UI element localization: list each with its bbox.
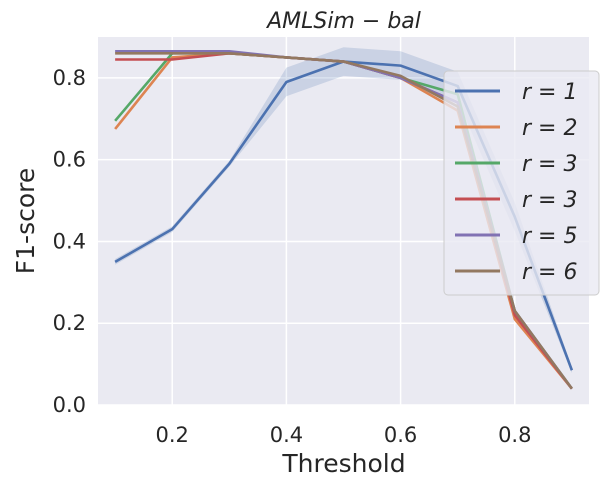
x-tick-label: 0.2 [156, 423, 189, 447]
x-tick-label: 0.6 [384, 423, 417, 447]
y-axis-label: F1-score [11, 168, 40, 274]
x-tick-label: 0.8 [498, 423, 531, 447]
x-axis-label: Threshold [281, 449, 405, 478]
legend-label-2: r = 2 [522, 116, 577, 141]
legend-label-1: r = 1 [522, 80, 577, 105]
x-tick-label: 0.4 [270, 423, 303, 447]
x-tick-labels: 0.2 0.4 0.6 0.8 [156, 423, 532, 447]
y-tick-label: 0.4 [53, 229, 86, 253]
legend: r = 1 r = 2 r = 3 r = 3 r = 5 r = 6 [443, 70, 600, 296]
chart-title: AMLSim − bal [265, 9, 421, 34]
y-tick-label: 0.6 [53, 148, 86, 172]
y-tick-label: 0.2 [53, 311, 86, 335]
y-tick-label: 0.0 [53, 393, 86, 417]
y-tick-labels: 0.0 0.2 0.4 0.6 0.8 [53, 66, 86, 417]
legend-label-4: r = 3 [522, 188, 577, 213]
legend-label-3: r = 3 [522, 152, 577, 177]
legend-label-5: r = 5 [522, 224, 577, 249]
legend-label-6: r = 6 [522, 260, 577, 285]
y-tick-label: 0.8 [53, 66, 86, 90]
